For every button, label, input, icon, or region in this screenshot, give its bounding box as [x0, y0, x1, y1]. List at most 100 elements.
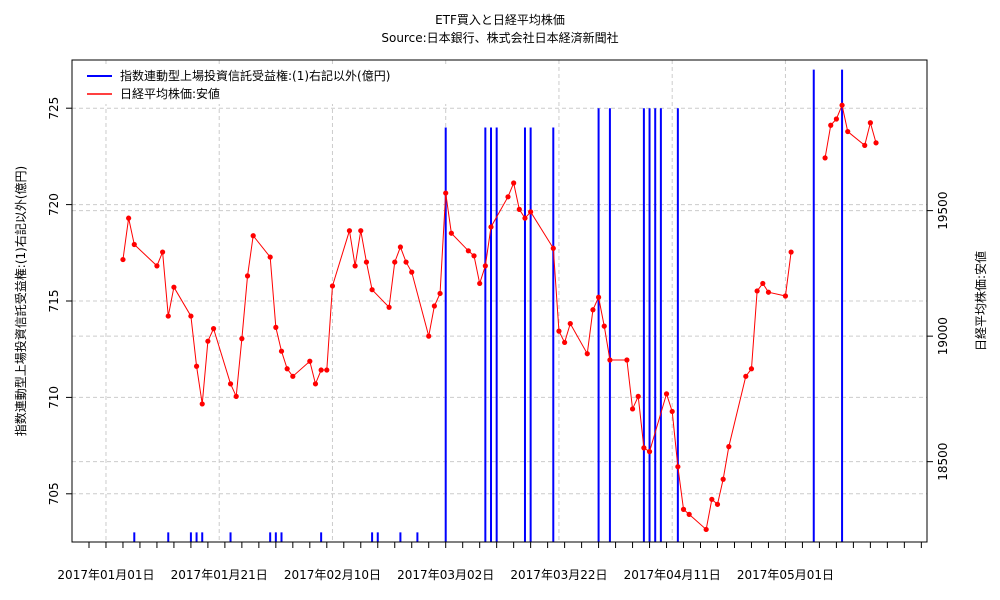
- nikkei-point: [397, 244, 404, 250]
- nikkei-point: [273, 324, 279, 330]
- nikkei-point: [714, 501, 721, 507]
- nikkei-series: [120, 102, 879, 533]
- nikkei-point: [624, 357, 630, 363]
- nikkei-point: [131, 241, 137, 248]
- nikkei-point: [511, 180, 517, 186]
- nikkei-point: [635, 393, 641, 399]
- x-tick-label: 2017年05月01日: [737, 568, 834, 582]
- nikkei-point: [329, 283, 336, 289]
- nikkei-point: [482, 263, 488, 269]
- y-right-tick-label: 18500: [936, 443, 950, 481]
- x-tick-label: 2017年03月02日: [397, 568, 494, 582]
- nikkei-point: [448, 230, 454, 236]
- nikkei-point: [471, 253, 477, 259]
- nikkei-point: [210, 326, 217, 332]
- nikkei-point: [828, 122, 834, 128]
- x-tick-label: 2017年02月10日: [284, 568, 381, 582]
- nikkei-point: [386, 304, 392, 310]
- nikkei-point: [663, 391, 670, 397]
- nikkei-line-segment: [824, 103, 877, 158]
- nikkei-point: [488, 224, 494, 230]
- nikkei-point: [250, 233, 256, 239]
- nikkei-point: [788, 249, 794, 255]
- nikkei-point: [873, 140, 879, 146]
- nikkei-point: [726, 444, 732, 450]
- nikkei-point: [159, 249, 166, 255]
- x-tick-label: 2017年01月01日: [57, 568, 154, 582]
- grid-lines: [72, 60, 927, 542]
- legend: 指数連動型上場投資信託受益権:(1)右記以外(億円) 日経平均株価:安値: [78, 64, 448, 104]
- nikkei-point: [748, 366, 755, 372]
- y-left-tick-label: 705: [47, 482, 61, 505]
- nikkei-point: [188, 313, 194, 319]
- nikkei-point: [765, 289, 772, 295]
- nikkei-point: [522, 215, 528, 221]
- nikkei-point: [862, 142, 868, 148]
- nikkei-point: [227, 381, 234, 387]
- legend-nikkei-label: 日経平均株価:安値: [120, 86, 220, 101]
- nikkei-point: [284, 366, 290, 372]
- y-right-tick-label: 19500: [936, 192, 950, 230]
- nikkei-point: [346, 228, 353, 234]
- chart-title: ETF買入と日経平均株価: [435, 12, 565, 27]
- nikkei-point: [403, 259, 409, 265]
- nikkei-point: [307, 358, 313, 364]
- nikkei-point: [562, 339, 568, 346]
- nikkei-point: [239, 336, 245, 342]
- nikkei-point: [743, 373, 749, 379]
- nikkei-line-segment: [122, 181, 792, 531]
- nikkei-point: [590, 307, 596, 313]
- y-left-tick-label: 710: [47, 386, 61, 409]
- nikkei-point: [318, 367, 324, 373]
- nikkei-point: [567, 320, 573, 327]
- nikkei-point: [126, 215, 132, 221]
- nikkei-point: [369, 287, 375, 293]
- nikkei-point: [363, 259, 370, 265]
- nikkei-point: [290, 373, 296, 379]
- nikkei-point: [171, 284, 177, 290]
- nikkei-point: [477, 280, 483, 287]
- nikkei-point: [550, 245, 556, 251]
- right-y-axis: 18500 19000 19500: [927, 192, 950, 481]
- nikkei-point: [312, 381, 319, 387]
- nikkei-point: [680, 506, 687, 512]
- chart-subtitle: Source:日本銀行、株式会社日本経済新聞社: [381, 30, 618, 45]
- y-left-tick-label: 725: [47, 97, 61, 120]
- nikkei-point: [607, 357, 613, 363]
- nikkei-point: [443, 190, 449, 196]
- nikkei-point: [516, 206, 522, 212]
- nikkei-point: [437, 290, 443, 297]
- nikkei-point: [754, 288, 760, 294]
- nikkei-point: [641, 445, 647, 451]
- nikkei-point: [278, 348, 285, 354]
- nikkei-point: [352, 263, 358, 269]
- nikkei-point: [392, 259, 398, 265]
- x-tick-label: 2017年04月11日: [624, 568, 721, 582]
- nikkei-point: [267, 254, 273, 260]
- nikkei-point: [709, 496, 715, 502]
- nikkei-point: [675, 464, 681, 470]
- nikkei-point: [465, 248, 471, 254]
- nikkei-point: [669, 408, 675, 415]
- left-y-axis: 705 710 715 720 725: [47, 97, 72, 505]
- nikkei-point: [595, 294, 602, 300]
- nikkei-point: [646, 449, 653, 455]
- left-y-axis-label: 指数連動型上場投資信託受益権:(1)右記以外(億円): [13, 166, 28, 436]
- nikkei-point: [165, 313, 171, 319]
- legend-box: [78, 64, 448, 104]
- nikkei-point: [822, 155, 828, 161]
- nikkei-point: [120, 256, 126, 263]
- y-left-tick-label: 715: [47, 290, 61, 313]
- nikkei-point: [839, 102, 845, 108]
- nikkei-point: [199, 401, 205, 407]
- nikkei-point: [409, 269, 415, 275]
- nikkei-point: [601, 323, 607, 329]
- nikkei-point: [205, 338, 211, 344]
- nikkei-point: [244, 273, 251, 279]
- nikkei-point: [867, 120, 873, 126]
- nikkei-point: [720, 476, 726, 482]
- nikkei-point: [584, 351, 590, 357]
- nikkei-point: [233, 393, 239, 399]
- nikkei-point: [505, 194, 511, 200]
